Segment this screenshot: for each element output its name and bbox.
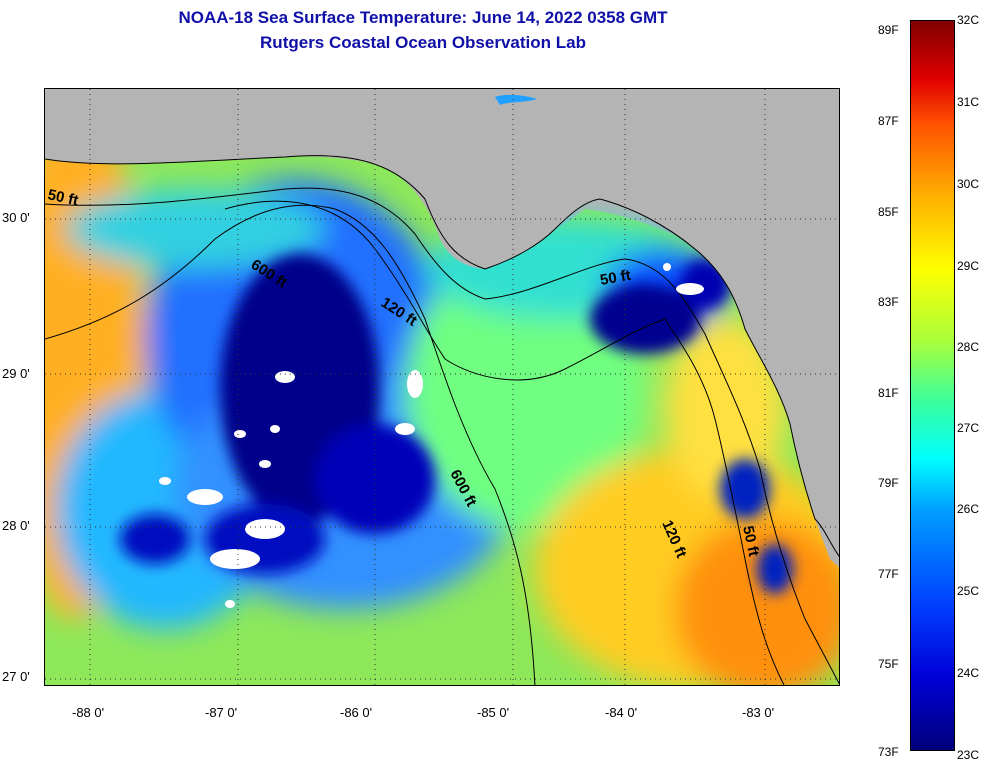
colorbar-fahrenheit-label: 87F bbox=[878, 114, 899, 128]
colorbar-fahrenheit-label: 77F bbox=[878, 567, 899, 581]
longitude-label: -87 0' bbox=[205, 705, 238, 720]
colorbar-fahrenheit-label: 85F bbox=[878, 205, 899, 219]
coastline bbox=[45, 155, 839, 557]
colorbar-fahrenheit-label: 81F bbox=[878, 386, 899, 400]
longitude-label: -84 0' bbox=[605, 705, 638, 720]
latitude-label: 27 0' bbox=[2, 669, 30, 684]
longitude-label: -85 0' bbox=[477, 705, 510, 720]
contour-label: 50 ft bbox=[599, 267, 632, 289]
longitude-label: -88 0' bbox=[72, 705, 105, 720]
map-title: NOAA-18 Sea Surface Temperature: June 14… bbox=[178, 8, 668, 27]
colorbar-fahrenheit-label: 89F bbox=[878, 23, 899, 37]
colorbar-fahrenheit-label: 75F bbox=[878, 657, 899, 671]
longitude-label: -83 0' bbox=[742, 705, 775, 720]
colorbar-fahrenheit-label: 83F bbox=[878, 295, 899, 309]
colorbar-celsius-label: 31C bbox=[957, 95, 980, 109]
colorbar-celsius-label: 29C bbox=[957, 259, 980, 273]
sst-map-graphic: 50 ft 600 ft 120 ft 50 ft 600 ft 120 ft … bbox=[45, 89, 839, 685]
colorbar-celsius-label: 25C bbox=[957, 584, 980, 598]
temperature-colorbar bbox=[910, 20, 955, 751]
colorbar-fahrenheit-label: 79F bbox=[878, 476, 899, 490]
colorbar-celsius-label: 23C bbox=[957, 748, 980, 762]
colorbar-celsius-label: 28C bbox=[957, 340, 980, 354]
map-subtitle: Rutgers Coastal Ocean Observation Lab bbox=[260, 33, 586, 52]
colorbar-fahrenheit-label: 73F bbox=[878, 745, 899, 759]
colorbar-celsius-label: 26C bbox=[957, 502, 980, 516]
longitude-label: -86 0' bbox=[340, 705, 373, 720]
colorbar-celsius-label: 32C bbox=[957, 13, 980, 27]
colorbar-celsius-label: 30C bbox=[957, 177, 980, 191]
contour-label: 50 ft bbox=[739, 524, 762, 558]
land-mass bbox=[45, 89, 839, 568]
contour-label: 50 ft bbox=[46, 186, 80, 209]
contours bbox=[45, 187, 839, 685]
latitude-label: 28 0' bbox=[2, 518, 30, 533]
sst-map[interactable]: 50 ft 600 ft 120 ft 50 ft 600 ft 120 ft … bbox=[44, 88, 840, 686]
cloud-mask bbox=[159, 263, 704, 608]
latitude-label: 29 0' bbox=[2, 366, 30, 381]
colorbar-celsius-label: 27C bbox=[957, 421, 980, 435]
latitude-label: 30 0' bbox=[2, 210, 30, 225]
colorbar-celsius-label: 24C bbox=[957, 666, 980, 680]
